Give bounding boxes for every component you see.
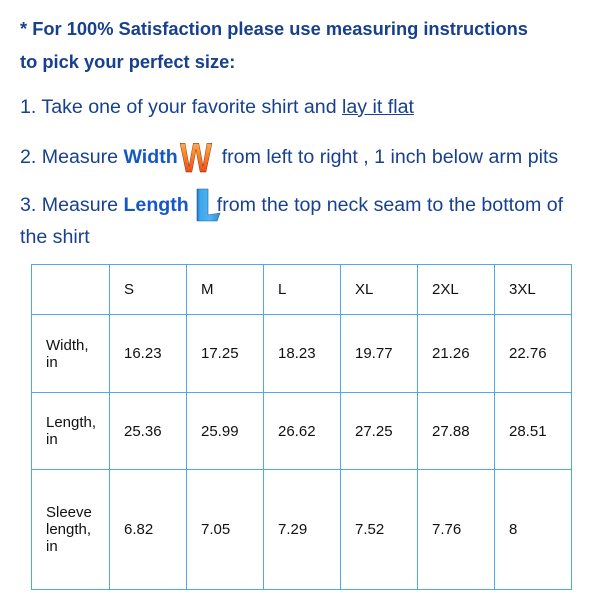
svg-text:W: W: [180, 134, 212, 181]
